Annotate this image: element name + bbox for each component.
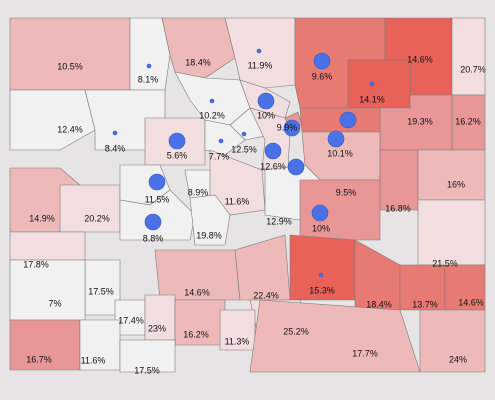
county-label-cheyenne: 21.5% [432,258,458,268]
county-label-hinsdale: 17.4% [118,315,144,325]
bubble-pitkin-bubble[interactable] [148,173,166,191]
county-label-huerfano: 25.2% [283,326,309,336]
county-baca[interactable] [419,309,486,373]
bubble-boulder-bubble[interactable] [257,92,275,110]
bubble-weld-bubble[interactable] [313,52,331,70]
county-elbert[interactable] [379,149,419,211]
county-label-weld: 9.6% [312,71,333,81]
bubble-eagle-bubble[interactable] [168,132,186,150]
bubble-grand-dot[interactable] [209,98,215,104]
bubble-adams-bubble[interactable] [339,111,357,129]
county-label-boulder: 10% [257,110,275,120]
county-label-mineral: 23% [148,323,166,333]
county-archuleta[interactable] [119,339,176,373]
county-label-elbert: 16.8% [385,203,411,213]
county-label-park: 11.6% [225,196,250,206]
county-label-fremont: 14.6% [184,287,210,297]
county-label-baca: 24% [449,354,467,364]
county-kit-carson[interactable] [417,149,486,201]
county-label-routt: 8.1% [138,74,159,84]
county-las-animas[interactable] [249,299,421,373]
bubble-denver-bubble[interactable] [327,130,345,148]
county-label-sedgwick: 20.7% [460,64,486,74]
county-label-montrose: 17.8% [23,259,49,269]
bubble-larimer-dot[interactable] [256,48,262,54]
bubble-broomfield-bubble[interactable] [283,119,301,137]
county-label-garfield: 8.4% [105,143,126,153]
county-montrose[interactable] [9,231,86,261]
county-label-jackson: 18.4% [185,57,211,67]
county-label-mesa: 14.9% [29,213,55,223]
county-label-arapahoe: 9.5% [336,187,357,197]
county-sedgwick[interactable] [451,17,486,96]
county-routt[interactable] [129,17,171,91]
county-label-archuleta: 17.5% [134,365,160,375]
bubble-morgan-dot[interactable] [369,81,375,87]
county-label-las-animas: 17.7% [352,348,378,358]
county-chaffee[interactable] [189,194,231,246]
county-label-chaffee: 19.8% [196,230,222,240]
county-delta[interactable] [59,184,121,233]
county-label-alamosa: 11.3% [225,336,250,346]
bubble-arapahoe-bubble[interactable] [287,158,305,176]
bubble-layer [112,48,375,278]
county-label-washington: 19.3% [407,116,433,126]
county-label-adams: 10.1% [327,148,353,158]
county-label-montezuma: 16.7% [26,354,52,364]
bubble-summit-dot[interactable] [218,138,224,144]
county-summit[interactable] [204,119,246,156]
county-label-summit: 7.7% [209,151,230,161]
county-label-clear-creek: 12.5% [231,144,257,154]
county-label-larimer: 11.9% [248,60,273,70]
county-cheyenne[interactable] [417,199,486,266]
bubble-clear-creek-dot[interactable] [241,131,247,137]
county-label-el-paso: 10% [312,223,330,233]
county-label-gunnison: 8.8% [143,233,164,243]
county-label-grand: 10.2% [199,110,225,120]
county-label-moffat: 10.5% [57,61,83,71]
county-label-pitkin: 11.5% [145,194,170,204]
county-label-pueblo: 15.3% [309,285,335,295]
county-label-crowley: 18.4% [366,299,392,309]
county-label-morgan: 14.1% [359,94,385,104]
county-label-rio-blanco: 12.4% [57,124,83,134]
county-park[interactable] [209,149,266,216]
county-label-prowers: 14.6% [458,297,484,307]
bubble-pueblo-dot[interactable] [318,272,324,278]
county-label-delta: 20.2% [84,213,110,223]
bubble-garfield-dot[interactable] [112,130,118,136]
county-rio-blanco[interactable] [9,89,96,151]
county-label-logan: 14.6% [407,54,433,64]
county-label-broomfield: 9.9% [277,122,298,132]
label-layer: 10.5% 8.1% 18.4% 11.9% 9.6% 14.6% 20.7% 14.1% 19… [23,54,486,375]
county-label-san-miguel: 7% [48,298,61,308]
county-label-jefferson: 12.6% [260,161,286,171]
county-moffat[interactable] [9,17,131,91]
county-label-custer: 22.4% [253,290,279,300]
bubble-el-paso-bubble[interactable] [311,204,329,222]
county-el-paso[interactable] [299,179,381,241]
bubble-routt-dot[interactable] [146,63,152,69]
county-label-ouray: 17.5% [88,286,114,296]
county-label-douglas: 12.9% [266,216,292,226]
county-label-la-plata: 11.6% [81,355,106,365]
bubble-jefferson-bubble[interactable] [264,142,282,160]
county-label-eagle: 5.6% [167,150,188,160]
county-label-yuma: 16.2% [455,116,481,126]
county-label-lake: 8.9% [188,187,209,197]
county-label-otero: 13.7% [412,299,438,309]
county-label-kit-carson: 16% [447,179,465,189]
bubble-gunnison-bubble[interactable] [144,213,162,231]
county-label-saguache: 16.2% [183,329,209,339]
